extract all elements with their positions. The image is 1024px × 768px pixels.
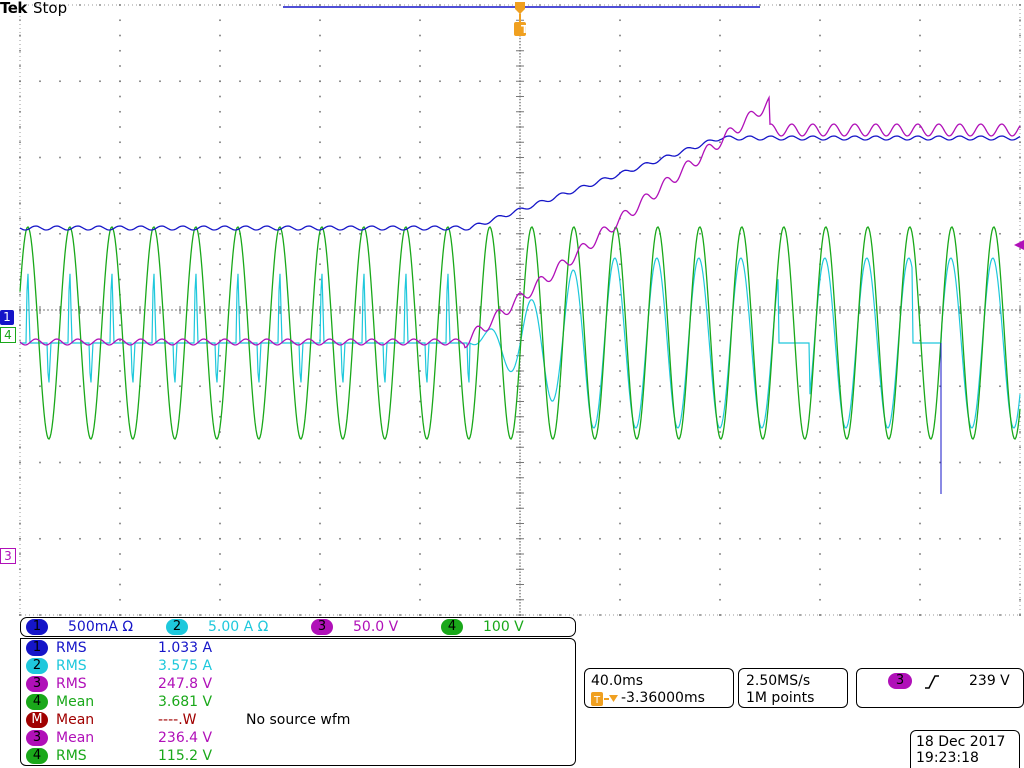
measurement-6-source: 4 [26,748,48,764]
measurement-4-value: ----.W [158,712,197,728]
measurement-3-type: Mean [56,694,95,710]
channel-scale-bar: 1 500mA Ω 2 5.00 A Ω 3 50.0 V 4 100 V [20,617,576,637]
ch3-voltage-trace [19,95,1021,349]
acquisition-box[interactable]: 2.50MS/s 1M points [738,668,848,708]
measurement-0-type: RMS [56,640,87,656]
measurement-1-source: 2 [26,658,48,674]
record-length: 1M points [746,690,815,706]
trigger-level-marker [1014,240,1024,250]
horizontal-scale: 40.0ms [591,673,644,689]
ch1-current-trace [19,135,1021,231]
channel-4-scale: 100 V [483,619,524,635]
channel-2-badge[interactable]: 2 [166,619,188,635]
waveforms [19,95,1021,494]
ch4-ground-marker[interactable]: 4 [0,327,16,343]
acquisition-state: Stop [33,0,68,17]
channel-1-badge[interactable]: 1 [26,619,48,635]
channel-3-badge[interactable]: 3 [311,619,333,635]
measurement-3-value: 3.681 V [158,694,213,710]
ch3-ground-marker[interactable]: 3 [0,548,16,564]
measurement-2-type: RMS [56,676,87,692]
measurement-5-type: Mean [56,730,95,746]
brand-logo: Tek [0,0,27,17]
rising-edge-icon [924,674,940,693]
trigger-delay-icon: T [591,691,621,710]
measurement-4-note: No source wfm [246,712,351,728]
trigger-level: 239 V [969,673,1010,689]
measurement-4-source: M [26,712,48,728]
datetime-box: 18 Dec 2017 19:23:18 [910,730,1020,768]
sample-rate: 2.50MS/s [746,673,811,689]
trigger-position-label: T [521,23,529,36]
ch4-voltage-trace [19,226,1021,440]
measurement-6-value: 115.2 V [158,748,213,764]
timebase-box[interactable]: 40.0ms T -3.36000ms [584,668,734,708]
ch1-ground-marker[interactable]: 1 [0,310,14,325]
trigger-source-badge: 3 [888,673,912,689]
trigger-box[interactable]: 3 239 V [856,668,1024,708]
date-label: 18 Dec 2017 [916,734,1006,750]
measurement-panel: 1 RMS 1.033 A 2 RMS 3.575 A 3 RMS 247.8 V 4 Mean 3.… [20,638,576,766]
measurement-3-source: 4 [26,694,48,710]
channel-2-scale: 5.00 A Ω [208,619,269,635]
svg-text:T: T [593,695,601,706]
channel-3-scale: 50.0 V [353,619,399,635]
graticule-grid [19,4,1021,616]
measurement-1-value: 3.575 A [158,658,213,674]
channel-1-scale: 500mA Ω [68,619,134,635]
measurement-0-value: 1.033 A [158,640,213,656]
time-label: 19:23:18 [916,750,979,766]
measurement-2-source: 3 [26,676,48,692]
channel-4-badge[interactable]: 4 [441,619,463,635]
measurement-1-type: RMS [56,658,87,674]
measurement-4-type: Mean [56,712,95,728]
horizontal-position: -3.36000ms [621,690,705,706]
measurement-5-value: 236.4 V [158,730,213,746]
measurement-5-source: 3 [26,730,48,746]
trigger-position-marker [514,2,526,36]
measurement-6-type: RMS [56,748,87,764]
ch2-current-trace [20,257,1021,429]
measurement-2-value: 247.8 V [158,676,213,692]
measurement-0-source: 1 [26,640,48,656]
